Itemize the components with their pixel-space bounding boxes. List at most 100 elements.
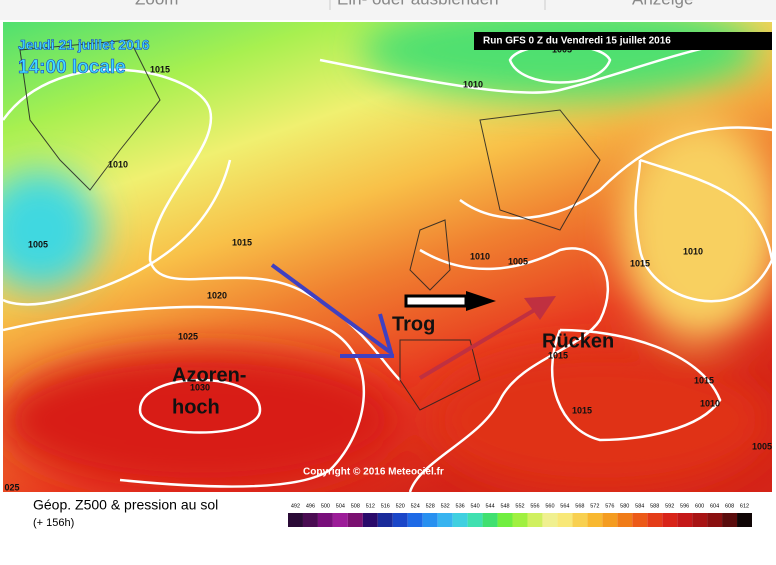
scale-label: 612 — [740, 503, 749, 509]
color-swatch — [332, 513, 348, 527]
scale-label: 596 — [680, 503, 689, 509]
scale-label: 504 — [336, 503, 345, 509]
color-swatch — [662, 513, 678, 527]
annotation: Azoren- — [172, 364, 246, 386]
arrow — [270, 263, 392, 354]
legend-subtitle: (+ 156h) — [33, 517, 74, 529]
color-swatch — [617, 513, 633, 527]
isobar-label: 1010 — [700, 398, 720, 408]
color-swatch — [392, 513, 408, 527]
color-swatch — [452, 513, 468, 527]
scale-label: 508 — [351, 503, 360, 509]
scale-label: 536 — [456, 503, 465, 509]
scale-label: 572 — [590, 503, 599, 509]
color-swatch — [377, 513, 393, 527]
color-swatch — [572, 513, 588, 527]
scale-label: 524 — [411, 503, 420, 509]
run-box — [474, 32, 772, 50]
color-swatch — [437, 513, 453, 527]
scale-label: 516 — [381, 503, 390, 509]
color-scale: 492 496 500 504 508 512 516 520 524 528 532 536 540 5… — [288, 503, 752, 527]
scale-label: 604 — [710, 503, 719, 509]
annotation: Rücken — [542, 330, 614, 352]
scale-label: 560 — [545, 503, 554, 509]
scale-label: 520 — [396, 503, 405, 509]
coastlines — [19, 39, 601, 411]
isobar-label: 1015 — [694, 375, 714, 385]
scale-label: 600 — [695, 503, 704, 509]
color-swatch — [288, 513, 303, 527]
isobar-label: 1010 — [463, 79, 483, 89]
scale-label: 568 — [575, 503, 584, 509]
isobar-label: 1015 — [572, 405, 592, 415]
isobar-label: 1015 — [150, 64, 170, 74]
color-swatch — [557, 513, 573, 527]
color-swatch — [587, 513, 603, 527]
copyright: Copyright © 2016 Meteociel.fr — [303, 467, 444, 478]
color-swatch — [482, 513, 498, 527]
toolbar-item[interactable]: Ein- oder ausblenden — [337, 0, 499, 8]
color-swatch — [527, 513, 543, 527]
isobar-label: 1010 — [683, 246, 703, 256]
arrow — [418, 300, 550, 380]
isobar-label: 1025 — [178, 331, 198, 341]
scale-label: 500 — [321, 503, 330, 509]
color-swatch — [707, 513, 723, 527]
scale-label: 556 — [530, 503, 539, 509]
scale-label: 492 — [291, 503, 300, 509]
scale-label: 592 — [665, 503, 674, 509]
color-swatch — [407, 513, 423, 527]
run: Run GFS 0 Z du Vendredi 15 juillet 2016 — [483, 36, 671, 47]
scale-label: 552 — [515, 503, 524, 509]
scale-label: 584 — [635, 503, 644, 509]
color-swatch — [602, 513, 618, 527]
color-swatch — [497, 513, 513, 527]
scale-label: 548 — [500, 503, 509, 509]
scale-label: 528 — [426, 503, 435, 509]
isobar-label: 1015 — [548, 350, 568, 360]
isobar-label: 1005 — [28, 239, 48, 249]
color-swatch — [362, 513, 378, 527]
scale-label: 576 — [605, 503, 614, 509]
isobar-label: 1010 — [470, 251, 490, 261]
color-swatch — [632, 513, 648, 527]
color-swatch — [647, 513, 663, 527]
color-swatch — [317, 513, 333, 527]
toolbar-item[interactable]: Zoom — [135, 0, 178, 8]
color-swatch — [422, 513, 438, 527]
color-swatch — [542, 513, 558, 527]
color-swatch — [737, 513, 752, 527]
arrow — [404, 294, 468, 308]
isobar-label: 1005 — [508, 256, 528, 266]
scale-label: 588 — [650, 503, 659, 509]
isobar-label: 1015 — [232, 237, 252, 247]
time: 14:00 locale — [18, 57, 126, 78]
scale-label: 532 — [441, 503, 450, 509]
arrow-head — [466, 291, 496, 311]
isobar-label: 1015 — [630, 258, 650, 268]
legend-title: Géop. Z500 & pression au sol — [33, 497, 218, 513]
color-swatch — [677, 513, 693, 527]
isobar-label: 1005 — [752, 441, 772, 451]
isobars — [3, 38, 772, 492]
color-swatch — [347, 513, 363, 527]
color-swatch — [467, 513, 483, 527]
annotation: hoch — [172, 396, 220, 418]
map: 1015 1010 1005 1010 1005 1015 1020 1025 1030 1010… — [3, 22, 772, 492]
arrow-head — [524, 296, 556, 320]
field-shading — [3, 22, 772, 490]
isobar-label: 1010 — [108, 159, 128, 169]
scale-label: 564 — [560, 503, 569, 509]
scale-label: 544 — [485, 503, 494, 509]
color-swatch — [512, 513, 528, 527]
date: Jeudi 21 juillet 2016 — [18, 37, 150, 53]
scale-label: 512 — [366, 503, 375, 509]
isobar-label: 025 — [4, 482, 19, 492]
toolbar-item[interactable]: Anzeige — [632, 0, 693, 8]
annotation: Trog — [392, 313, 435, 335]
isobar-label: 1020 — [207, 290, 227, 300]
color-swatch — [722, 513, 738, 527]
scale-label: 540 — [471, 503, 480, 509]
scale-label: 496 — [306, 503, 315, 509]
